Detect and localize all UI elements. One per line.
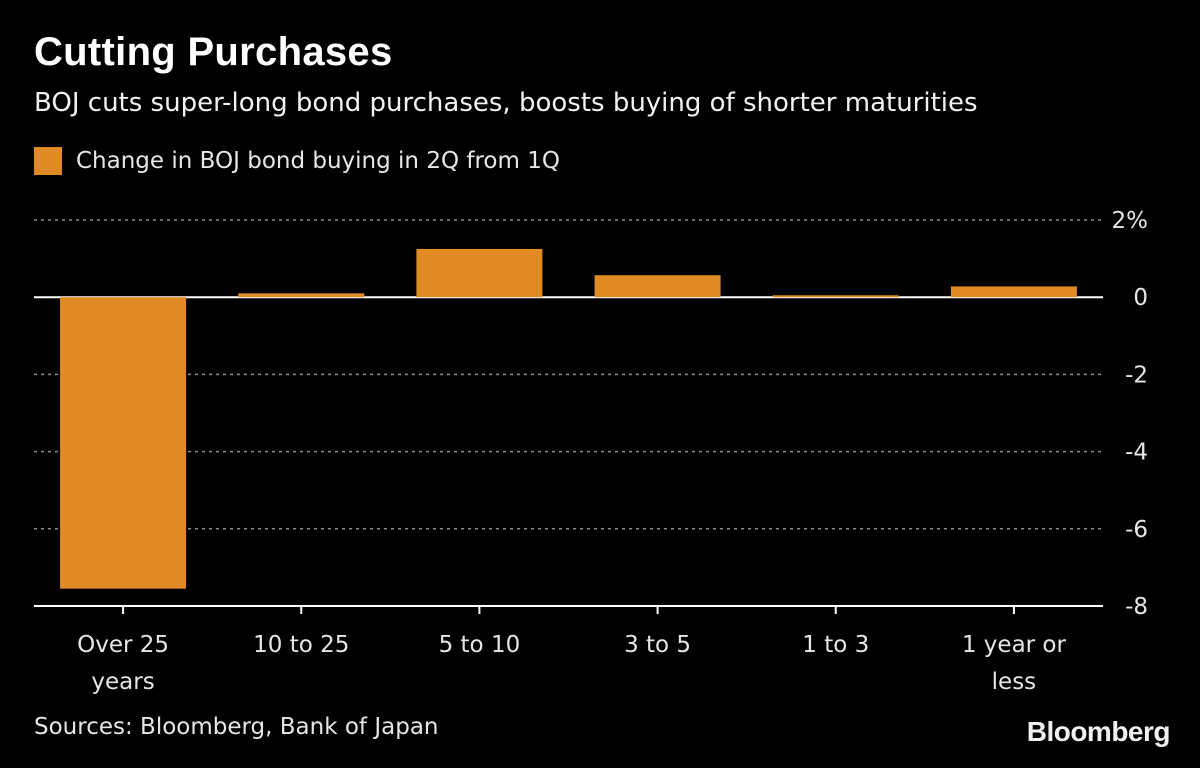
- x-tick-label-line: 1 to 3: [802, 632, 869, 658]
- x-tick-label: 3 to 5: [624, 632, 691, 658]
- legend-swatch: [34, 147, 62, 175]
- x-tick-label-line: 5 to 10: [439, 632, 521, 658]
- y-tick-label: 0: [1133, 285, 1148, 311]
- x-tick-label: 1 year or less: [962, 632, 1067, 695]
- x-tick-label: Over 25 years: [77, 632, 169, 695]
- bar: [416, 248, 543, 298]
- y-tick-label: -8: [1125, 594, 1148, 620]
- x-tick-label-line: 10 to 25: [253, 632, 349, 658]
- bar: [772, 295, 899, 298]
- bloomberg-logo: Bloomberg: [1026, 716, 1171, 747]
- x-tick-label-line: years: [91, 669, 154, 695]
- bar: [950, 286, 1077, 298]
- x-tick-label: 1 to 3: [802, 632, 869, 658]
- chart-subtitle: BOJ cuts super-long bond purchases, boos…: [34, 88, 978, 118]
- x-tick-label: 10 to 25: [253, 632, 349, 658]
- y-tick-label: -2: [1125, 362, 1148, 388]
- bar: [594, 275, 721, 298]
- x-tick-label-line: Over 25: [77, 632, 169, 658]
- bar: [238, 293, 365, 298]
- chart-title: Cutting Purchases: [34, 30, 393, 74]
- y-tick-label: 2%: [1112, 208, 1149, 234]
- y-tick-label: -6: [1125, 517, 1148, 543]
- y-tick-label: -4: [1125, 440, 1148, 466]
- source-note: Sources: Bloomberg, Bank of Japan: [34, 714, 439, 740]
- x-tick-label: 5 to 10: [439, 632, 521, 658]
- x-tick-label-line: 3 to 5: [624, 632, 691, 658]
- x-tick-label-line: less: [992, 669, 1037, 695]
- x-tick-label-line: 1 year or: [962, 632, 1067, 658]
- legend-label: Change in BOJ bond buying in 2Q from 1Q: [76, 148, 560, 174]
- bar: [60, 297, 187, 589]
- legend: Change in BOJ bond buying in 2Q from 1Q: [34, 147, 560, 175]
